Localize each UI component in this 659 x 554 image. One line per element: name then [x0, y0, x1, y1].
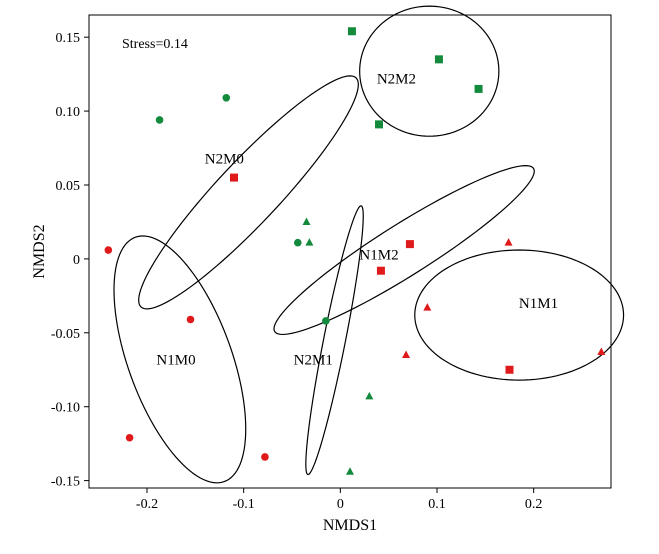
green-triangle-point	[305, 238, 314, 246]
green-triangle-point	[346, 467, 354, 475]
red-triangle-point	[504, 238, 513, 246]
label-n1m1: N1M1	[519, 296, 558, 312]
red-circle-point	[125, 433, 134, 442]
label-n2m0: N2M0	[205, 151, 244, 167]
axes-layer: -0.2 -0.1 0 0.1 0.20.150.100.050-0.05-0.10-0…	[51, 31, 543, 512]
green-circle-point	[322, 317, 330, 325]
y-tick-label: 0	[73, 253, 80, 268]
label-n2m1: N2M1	[294, 352, 333, 368]
points-layer	[104, 27, 606, 475]
x-tick-label: 0	[337, 497, 344, 512]
red-triangle-point	[423, 303, 432, 311]
plot-frame	[88, 14, 612, 489]
red-triangle-point	[597, 347, 606, 356]
label-n1m0: N1M0	[156, 352, 195, 368]
x-tick-label: 0.2	[525, 497, 543, 512]
green-square-point	[474, 84, 483, 93]
red-square-point	[230, 173, 238, 182]
y-tick-label: -0.10	[51, 401, 80, 416]
x-tick-label: -0.2	[136, 497, 158, 512]
label-n2m2: N2M2	[377, 72, 416, 88]
y-tick-label: 0.05	[56, 179, 81, 194]
x-tick-label: 0.1	[428, 497, 446, 512]
green-circle-point	[294, 238, 302, 247]
green-triangle-point	[365, 391, 374, 400]
stress-annotation: Stress=0.14	[122, 37, 188, 52]
y-tick-label: 0.10	[56, 105, 81, 120]
green-triangle-point	[302, 217, 311, 225]
y-tick-label: 0.15	[56, 31, 81, 46]
green-circle-point	[222, 93, 231, 102]
ellipse-n1m0	[113, 235, 247, 484]
label-n1m2: N1M2	[359, 247, 398, 263]
x-tick-label: -0.1	[233, 497, 255, 512]
green-square-point	[347, 27, 356, 36]
ellipse-n2m0	[138, 75, 359, 310]
green-circle-point	[155, 116, 164, 124]
y-tick-label: -0.05	[51, 327, 80, 342]
x-axis-title: NMDS1	[323, 517, 377, 534]
y-axis-title: NMDS2	[31, 224, 48, 278]
group-labels: N1M0 N2M0 N2M2 N1M2 N1M1 N2M1	[156, 72, 558, 369]
ellipse-n1m2	[273, 165, 535, 336]
red-square-point	[405, 240, 414, 249]
green-square-point	[375, 120, 383, 129]
red-triangle-point	[402, 350, 411, 358]
ellipse-n1m1	[414, 249, 625, 381]
y-tick-label: -0.15	[51, 475, 80, 490]
ellipse-n2m1	[305, 205, 364, 476]
green-square-point	[434, 55, 443, 64]
red-square-point	[505, 365, 514, 374]
red-circle-point	[186, 315, 195, 324]
red-square-point	[376, 266, 385, 275]
red-circle-point	[104, 246, 113, 254]
red-circle-point	[261, 453, 269, 461]
ellipses-layer	[113, 5, 625, 484]
